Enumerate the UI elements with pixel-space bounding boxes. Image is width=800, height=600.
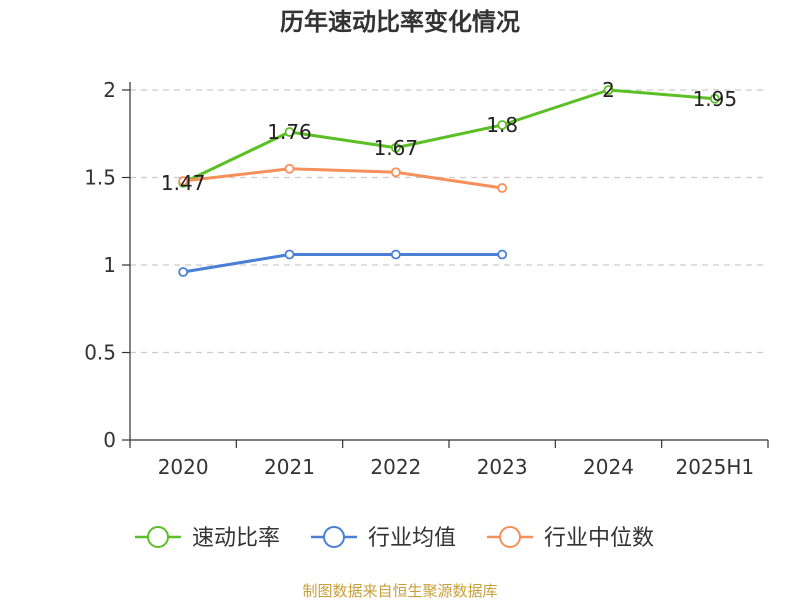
y-tick-label: 0.5 [84, 341, 116, 365]
data-label: 1.76 [267, 120, 312, 144]
series-line-2 [182, 167, 503, 190]
legend-label: 速动比率 [192, 526, 280, 551]
x-tick-label: 2022 [370, 455, 421, 479]
source-note: 制图数据来自恒生聚源数据库 [302, 582, 497, 600]
series-point-2 [178, 176, 189, 186]
series-lines [178, 85, 720, 277]
x-tick-label: 2024 [583, 455, 634, 479]
series-point-0 [603, 85, 614, 95]
axes: 0 0.5 1 1.5 2 2020 2021 2022 2023 2024 2025H1 [84, 78, 769, 479]
series-point-1 [390, 249, 401, 260]
data-label: 2 [602, 78, 615, 102]
legend[interactable]: 速动比率 行业均值 行业中位数 [135, 526, 654, 551]
legend-item-0[interactable]: 速动比率 [135, 526, 280, 551]
grid-lines [130, 89, 768, 354]
x-tick-label: 2021 [264, 455, 315, 479]
series-point-1 [497, 249, 508, 260]
y-tick-label: 0 [103, 428, 116, 452]
series-point-0 [497, 120, 508, 130]
x-tick-label: 2025H1 [675, 455, 754, 479]
series-point-2 [497, 183, 508, 193]
legend-marker-icon [499, 526, 521, 548]
data-label: 1.8 [486, 113, 518, 137]
data-label: 1.67 [374, 136, 419, 160]
legend-marker-icon [323, 526, 345, 548]
series-point-0 [709, 93, 720, 104]
series-point-0 [284, 127, 295, 137]
chart-title: 历年速动比率变化情况 [280, 8, 520, 36]
series-point-1 [178, 267, 189, 277]
y-tick-label: 1 [103, 253, 116, 277]
y-tick-label: 1.5 [84, 166, 116, 190]
legend-item-1[interactable]: 行业均值 [311, 526, 456, 551]
series-point-1 [284, 249, 295, 260]
series-line-1 [182, 253, 503, 274]
x-tick-label: 2023 [477, 455, 528, 479]
legend-label: 行业均值 [368, 526, 456, 551]
data-labels: 1.47 1.76 1.67 1.8 2 1.95 [161, 78, 737, 195]
series-point-2 [284, 163, 295, 174]
series-point-2 [390, 167, 401, 178]
y-tick-label: 2 [103, 78, 116, 102]
series-line-0 [182, 88, 715, 185]
legend-marker-icon [147, 526, 169, 548]
data-label: 1.47 [161, 171, 206, 195]
data-label: 1.95 [693, 87, 738, 111]
x-tick-label: 2020 [158, 455, 209, 479]
legend-item-2[interactable]: 行业中位数 [487, 526, 654, 551]
series-point-0 [390, 142, 401, 153]
legend-label: 行业中位数 [544, 526, 654, 551]
